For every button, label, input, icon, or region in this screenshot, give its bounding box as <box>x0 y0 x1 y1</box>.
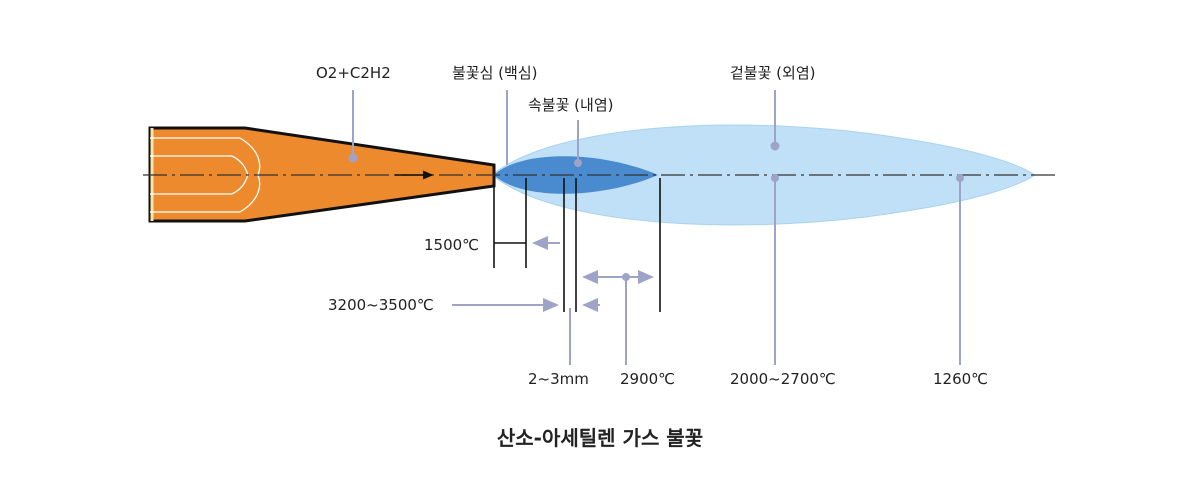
label-temp-1260: 1260℃ <box>933 370 988 388</box>
label-gas-mixture: O2+C2H2 <box>316 64 391 82</box>
label-distance-2-3mm: 2~3mm <box>528 370 589 388</box>
label-temp-1500: 1500℃ <box>424 236 479 254</box>
measurement-arrows <box>452 174 964 365</box>
label-temp-2900: 2900℃ <box>620 370 675 388</box>
diagram-caption: 산소-아세틸렌 가스 불꽃 <box>497 426 703 450</box>
label-inner-flame: 속불꽃 (내염) <box>528 96 613 114</box>
inner-flame-shape <box>494 156 658 194</box>
label-outer-flame: 겉불꽃 (외염) <box>730 64 815 82</box>
dimension-lines <box>493 178 661 312</box>
label-temp-3200-3500: 3200~3500℃ <box>328 296 434 314</box>
label-temp-2000-2700: 2000~2700℃ <box>730 370 836 388</box>
top-leader-lines <box>348 90 780 167</box>
label-flame-core: 불꽃심 (백심) <box>452 64 537 82</box>
